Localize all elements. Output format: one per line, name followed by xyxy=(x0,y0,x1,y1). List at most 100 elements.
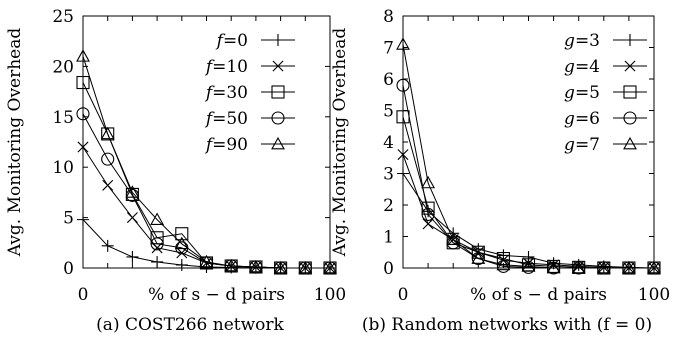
data-point xyxy=(76,49,90,62)
data-point xyxy=(126,212,138,224)
y-tick-label: 0 xyxy=(63,259,74,279)
data-point xyxy=(396,37,410,50)
y-tick-label: 10 xyxy=(52,158,74,178)
legend-marker xyxy=(271,111,285,125)
y-tick-label: 1 xyxy=(383,228,394,248)
legend-marker xyxy=(624,34,636,46)
legend-label: g=5 xyxy=(564,83,600,103)
data-point xyxy=(471,251,486,264)
y-axis-label: Avg. Monitoring Overhead xyxy=(330,28,350,258)
data-point xyxy=(175,227,189,241)
data-point xyxy=(199,254,214,268)
series-line xyxy=(82,219,330,269)
x-tick-label: 100 xyxy=(314,285,346,305)
y-tick-label: 3 xyxy=(383,165,394,185)
series-g=3 xyxy=(397,167,660,274)
data-point xyxy=(446,236,460,250)
caption: (b) Random networks with (f = 0) xyxy=(362,315,652,335)
data-point xyxy=(446,232,461,245)
data-point xyxy=(76,75,90,90)
y-tick-label: 6 xyxy=(383,70,394,90)
data-point xyxy=(421,207,435,221)
legend-marker xyxy=(624,60,636,72)
data-point xyxy=(273,260,288,274)
series-line xyxy=(402,116,654,269)
data-point xyxy=(397,167,409,180)
series-g=6 xyxy=(396,78,661,275)
data-point xyxy=(496,259,510,273)
chart-b: 0 1 2 3 4 5 6 7 8 0 100 % of s − d pairs Avg. Monito… xyxy=(330,7,670,335)
x-axis-label: % of s − d pairs xyxy=(148,285,285,305)
y-axis-label: Avg. Monitoring Overhead xyxy=(5,28,25,258)
x-tick-label: 0 xyxy=(78,285,89,305)
legend: f=0 f=10 f=30 f=50 f=90 xyxy=(204,31,295,155)
legend-label: g=7 xyxy=(564,135,600,155)
data-point xyxy=(323,260,337,274)
data-point xyxy=(76,107,90,121)
legend-marker xyxy=(271,136,285,150)
y-tick-label: 4 xyxy=(383,133,394,153)
data-point xyxy=(125,188,139,202)
legend-label: f=90 xyxy=(204,135,248,155)
data-point xyxy=(396,78,410,92)
legend-marker xyxy=(272,34,284,46)
y-tick-label: 2 xyxy=(383,196,394,216)
legend-marker xyxy=(623,111,637,125)
legend-marker xyxy=(271,85,285,99)
data-point xyxy=(101,239,114,252)
data-point xyxy=(125,185,140,198)
y-tick-label: 20 xyxy=(52,57,74,77)
data-point xyxy=(174,236,189,250)
data-point xyxy=(421,175,436,189)
legend-label: f=50 xyxy=(204,109,248,129)
legend-label: g=3 xyxy=(564,31,600,51)
y-tick-label: 0 xyxy=(383,259,394,279)
data-point xyxy=(521,259,536,272)
legend-label: g=6 xyxy=(564,109,600,129)
legend-label: f=10 xyxy=(204,57,248,77)
data-point xyxy=(397,149,409,161)
data-point xyxy=(647,260,661,274)
data-point xyxy=(126,250,139,263)
data-point xyxy=(175,258,188,271)
y-tick-label: 8 xyxy=(383,7,394,27)
y-tick-label: 25 xyxy=(52,7,74,27)
y-tick-label: 5 xyxy=(63,209,74,229)
y-tick-label: 7 xyxy=(383,39,394,59)
data-point xyxy=(77,141,89,153)
legend-marker xyxy=(623,136,637,150)
x-tick-label: 100 xyxy=(638,285,670,305)
data-point xyxy=(100,126,115,140)
data-point xyxy=(248,259,263,273)
series-g=7 xyxy=(396,37,661,274)
plot-frame xyxy=(402,15,655,269)
legend-marker xyxy=(623,85,637,99)
legend-label: g=4 xyxy=(564,57,600,77)
series-f=90 xyxy=(76,49,337,274)
data-point xyxy=(150,212,165,225)
data-point xyxy=(151,255,164,268)
x-axis-label: % of s − d pairs xyxy=(470,285,607,305)
series-line xyxy=(402,44,654,269)
data-point xyxy=(150,237,164,251)
data-point xyxy=(571,260,586,274)
data-point xyxy=(298,260,313,274)
data-point xyxy=(77,213,89,226)
legend: g=3 g=4 g=5 g=6 g=7 xyxy=(564,31,647,155)
series-line xyxy=(402,85,654,269)
data-point xyxy=(496,257,511,271)
data-point xyxy=(101,152,115,166)
series-g=5 xyxy=(396,110,661,275)
data-point xyxy=(422,218,434,230)
y-tick-label: 5 xyxy=(383,102,394,122)
data-point xyxy=(598,261,610,273)
y-tick-label: 15 xyxy=(52,108,74,128)
legend-label: f=30 xyxy=(204,83,248,103)
data-point xyxy=(102,179,114,191)
chart-a: 0 5 10 15 20 25 0 100 % of s − d pairs Avg. Monit… xyxy=(5,7,346,335)
caption: (a) COST266 network xyxy=(96,315,284,335)
series-f=0 xyxy=(77,213,336,274)
x-tick-label: 0 xyxy=(398,285,409,305)
series-f=30 xyxy=(76,75,337,275)
